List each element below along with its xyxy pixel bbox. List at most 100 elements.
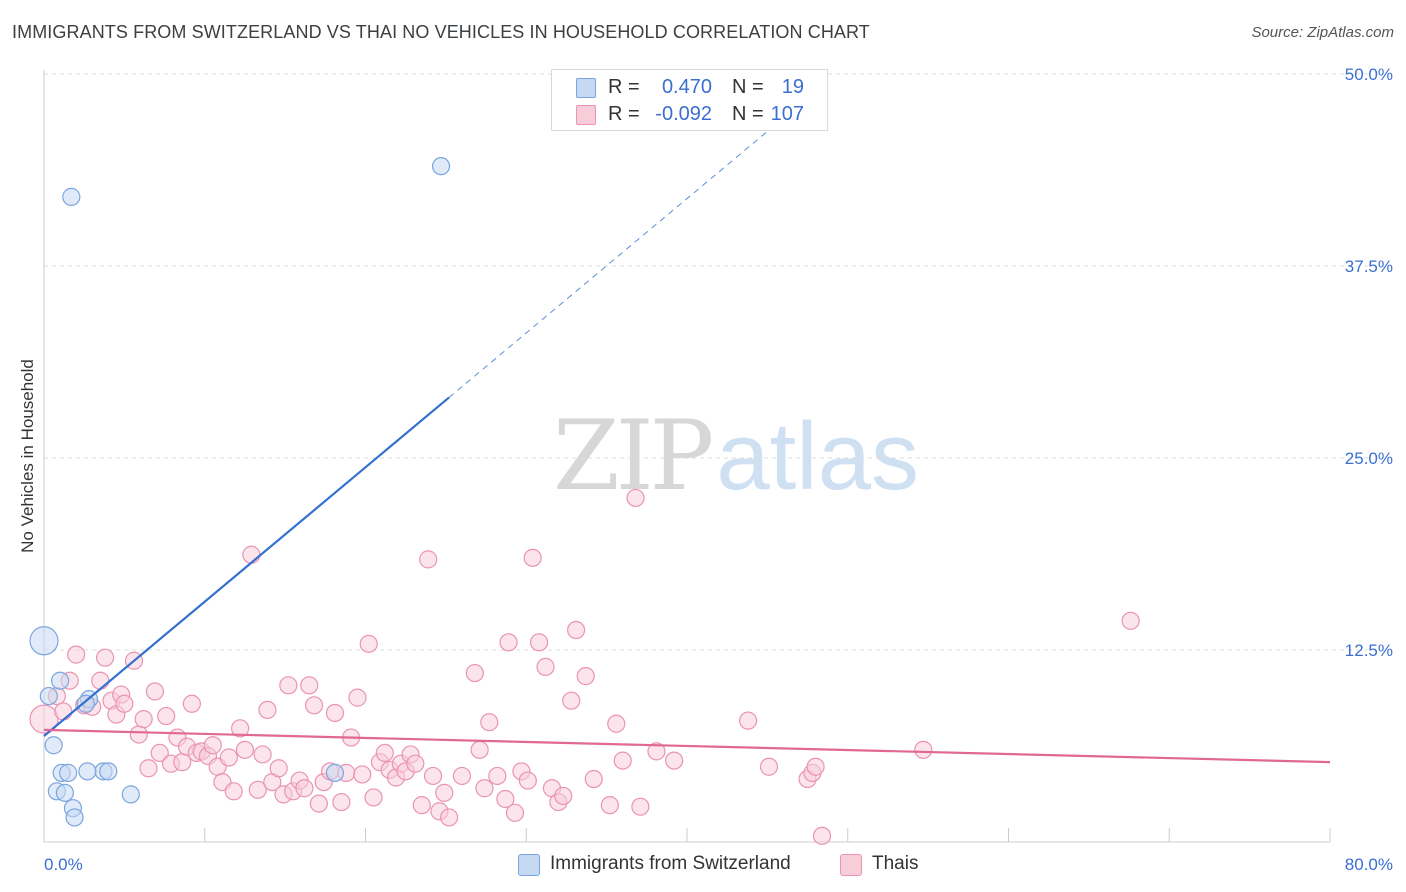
switzerland-point bbox=[39, 686, 58, 706]
switzerland-point bbox=[121, 785, 140, 804]
switzerland-point bbox=[29, 626, 59, 656]
switzerland-point bbox=[55, 783, 74, 802]
thai-point bbox=[248, 780, 267, 799]
thai-point bbox=[203, 736, 222, 755]
thai-point bbox=[759, 757, 779, 776]
thai-point bbox=[1121, 611, 1140, 630]
thai-point bbox=[332, 792, 351, 812]
x-tick-label-max: 80.0% bbox=[1345, 855, 1393, 874]
switzerland-point bbox=[78, 762, 97, 781]
switzerland-point bbox=[50, 671, 70, 690]
x-tick-label-min: 0.0% bbox=[44, 855, 83, 874]
thai-point bbox=[419, 550, 438, 569]
thai-point bbox=[439, 808, 459, 827]
thai-point bbox=[258, 700, 277, 720]
series-swatch-pink bbox=[840, 854, 862, 876]
trend-lines bbox=[43, 81, 1331, 764]
thai-point bbox=[129, 725, 148, 744]
thai-point bbox=[475, 779, 494, 798]
thai-point bbox=[231, 719, 250, 738]
thai-point bbox=[626, 488, 645, 508]
thai-point bbox=[647, 742, 666, 761]
legend-n-label: N = bbox=[732, 103, 764, 125]
thai-point bbox=[115, 694, 134, 713]
chart-title: IMMIGRANTS FROM SWITZERLAND VS THAI NO V… bbox=[12, 22, 870, 42]
thai-point bbox=[295, 779, 314, 798]
thai-point bbox=[67, 645, 86, 664]
switzerland-point bbox=[44, 736, 63, 755]
thai-point bbox=[412, 796, 431, 815]
thai-point bbox=[134, 710, 153, 729]
thai-point bbox=[348, 688, 367, 707]
thai-point bbox=[29, 704, 59, 734]
correlation-legend: R = 0.470 N = 19 R = -0.092 N = 107 bbox=[551, 69, 828, 131]
series-label: Thais bbox=[872, 853, 919, 874]
thai-point bbox=[219, 748, 238, 767]
series-label: Immigrants from Switzerland bbox=[550, 853, 791, 874]
thai-point bbox=[325, 703, 345, 723]
switzerland-point bbox=[431, 157, 451, 176]
thai-point bbox=[145, 682, 165, 701]
legend-r-value: -0.092 bbox=[655, 103, 712, 125]
thai-point bbox=[536, 657, 555, 676]
thai-point bbox=[364, 788, 383, 807]
thai-point bbox=[224, 782, 243, 801]
y-axis-label: No Vehicles in Household bbox=[18, 359, 37, 553]
y-tick-label: 37.5% bbox=[1345, 257, 1393, 276]
thai-point bbox=[309, 794, 328, 813]
thai-point bbox=[279, 676, 298, 695]
legend-row-thais: R = -0.092 N = 107 bbox=[552, 100, 827, 128]
thai-point bbox=[304, 696, 324, 715]
thai-point bbox=[480, 713, 499, 732]
thai-point bbox=[566, 620, 586, 640]
legend-n-value: 19 bbox=[781, 76, 804, 98]
thai-point bbox=[242, 545, 261, 564]
thai-point bbox=[584, 769, 603, 789]
thai-point bbox=[530, 633, 549, 652]
series-swatch-blue bbox=[518, 854, 540, 876]
thai-point bbox=[665, 751, 684, 770]
y-tick-label: 25.0% bbox=[1345, 449, 1393, 468]
thai-point bbox=[157, 706, 176, 726]
thai-point bbox=[452, 766, 472, 786]
switzerland-point bbox=[99, 762, 118, 781]
thai-point bbox=[523, 548, 542, 567]
thai-point bbox=[435, 783, 454, 802]
y-tick-label: 50.0% bbox=[1345, 65, 1393, 84]
tick-labels: 12.5% 25.0% 37.5% 50.0% 0.0% 80.0% bbox=[44, 65, 1393, 874]
switzerland-point bbox=[62, 187, 81, 206]
switzerland-point bbox=[325, 763, 345, 782]
legend-r-label: R = bbox=[608, 76, 640, 98]
thai-point bbox=[554, 786, 573, 806]
thai-point bbox=[95, 648, 115, 667]
legend-n-label: N = bbox=[732, 76, 764, 98]
switzerland-point bbox=[76, 694, 95, 713]
thai-point bbox=[812, 826, 832, 845]
thai-point bbox=[470, 740, 489, 759]
thai-point bbox=[496, 789, 515, 809]
thai-point bbox=[914, 740, 933, 759]
thai-point bbox=[631, 797, 650, 816]
thai-point bbox=[253, 745, 272, 764]
thai-point bbox=[465, 663, 484, 683]
thai-point bbox=[576, 667, 595, 686]
thai-point bbox=[300, 676, 319, 695]
thai-point bbox=[269, 759, 288, 778]
thai-point bbox=[518, 771, 537, 790]
switzerland-point bbox=[59, 763, 78, 782]
legend-r-value: 0.470 bbox=[661, 76, 712, 98]
thai-point bbox=[182, 694, 201, 713]
thai-point bbox=[499, 633, 518, 652]
legend-n-value: 107 bbox=[770, 103, 804, 125]
y-tick-label: 12.5% bbox=[1345, 641, 1393, 660]
watermark-atlas: atlas bbox=[716, 403, 919, 510]
thai-point bbox=[150, 743, 169, 763]
thai-point bbox=[139, 759, 158, 778]
legend-r-label: R = bbox=[608, 103, 640, 125]
thai-point bbox=[600, 796, 619, 815]
switzerland-trend-extension bbox=[448, 81, 828, 398]
legend-swatch-blue bbox=[576, 78, 596, 98]
thai-point bbox=[173, 753, 192, 772]
series-legend-switzerland: Immigrants from Switzerland bbox=[518, 852, 818, 876]
